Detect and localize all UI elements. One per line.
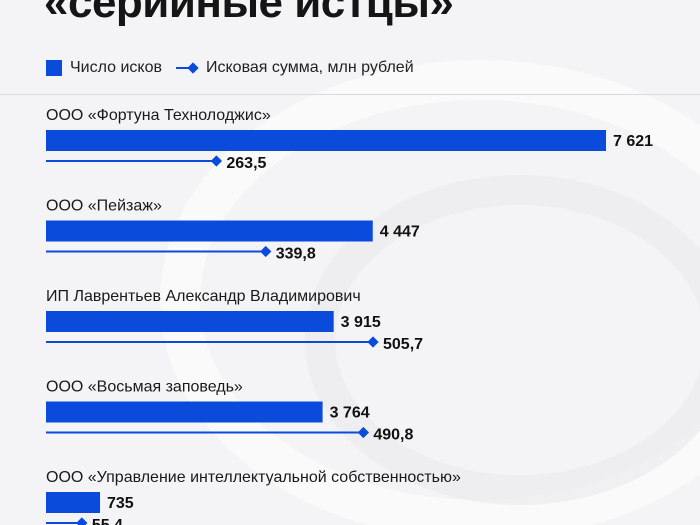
legend-line-swatch	[175, 60, 199, 76]
legend: Число исков Исковая сумма, млн рублей	[46, 58, 428, 78]
sum-marker	[357, 426, 370, 439]
legend-item-line: Исковая сумма, млн рублей	[175, 59, 414, 77]
chart-title: «серийные истцы»	[44, 0, 454, 27]
bar-value-label: 3 915	[341, 314, 381, 331]
sum-value-label: 505,7	[383, 336, 423, 353]
bar	[46, 220, 373, 242]
category-label: ИП Лаврентьев Александр Владимирович	[46, 288, 361, 305]
legend-line-label: Исковая сумма, млн рублей	[205, 59, 414, 76]
bar	[46, 311, 334, 332]
bar-value-label: 3 764	[330, 405, 370, 422]
legend-bar-swatch	[46, 60, 62, 76]
bar	[46, 492, 101, 513]
bar-value-label: 735	[107, 495, 134, 512]
bar-value-label: 7 621	[613, 133, 653, 150]
legend-item-bars: Число исков	[46, 59, 162, 77]
category-label: ООО «Пейзаж»	[46, 198, 162, 215]
category-label: ООО «Управление интеллектуальной собстве…	[46, 469, 461, 486]
sum-marker	[210, 155, 223, 167]
category-label: ООО «Фортуна Технолоджис»	[46, 107, 271, 124]
sum-value-label: 263,5	[226, 155, 266, 172]
legend-bars-label: Число исков	[70, 59, 162, 76]
bar-value-label: 4 447	[380, 224, 420, 241]
divider	[0, 94, 700, 95]
sum-marker	[367, 336, 379, 348]
bar	[46, 401, 323, 423]
bar	[46, 130, 606, 151]
sum-marker	[260, 245, 272, 258]
category-label: ООО «Восьмая заповедь»	[46, 379, 243, 396]
sum-value-label: 490,8	[373, 427, 413, 444]
sum-value-label: 55,4	[92, 517, 123, 525]
sum-marker	[76, 517, 88, 525]
sum-value-label: 339,8	[276, 246, 316, 263]
